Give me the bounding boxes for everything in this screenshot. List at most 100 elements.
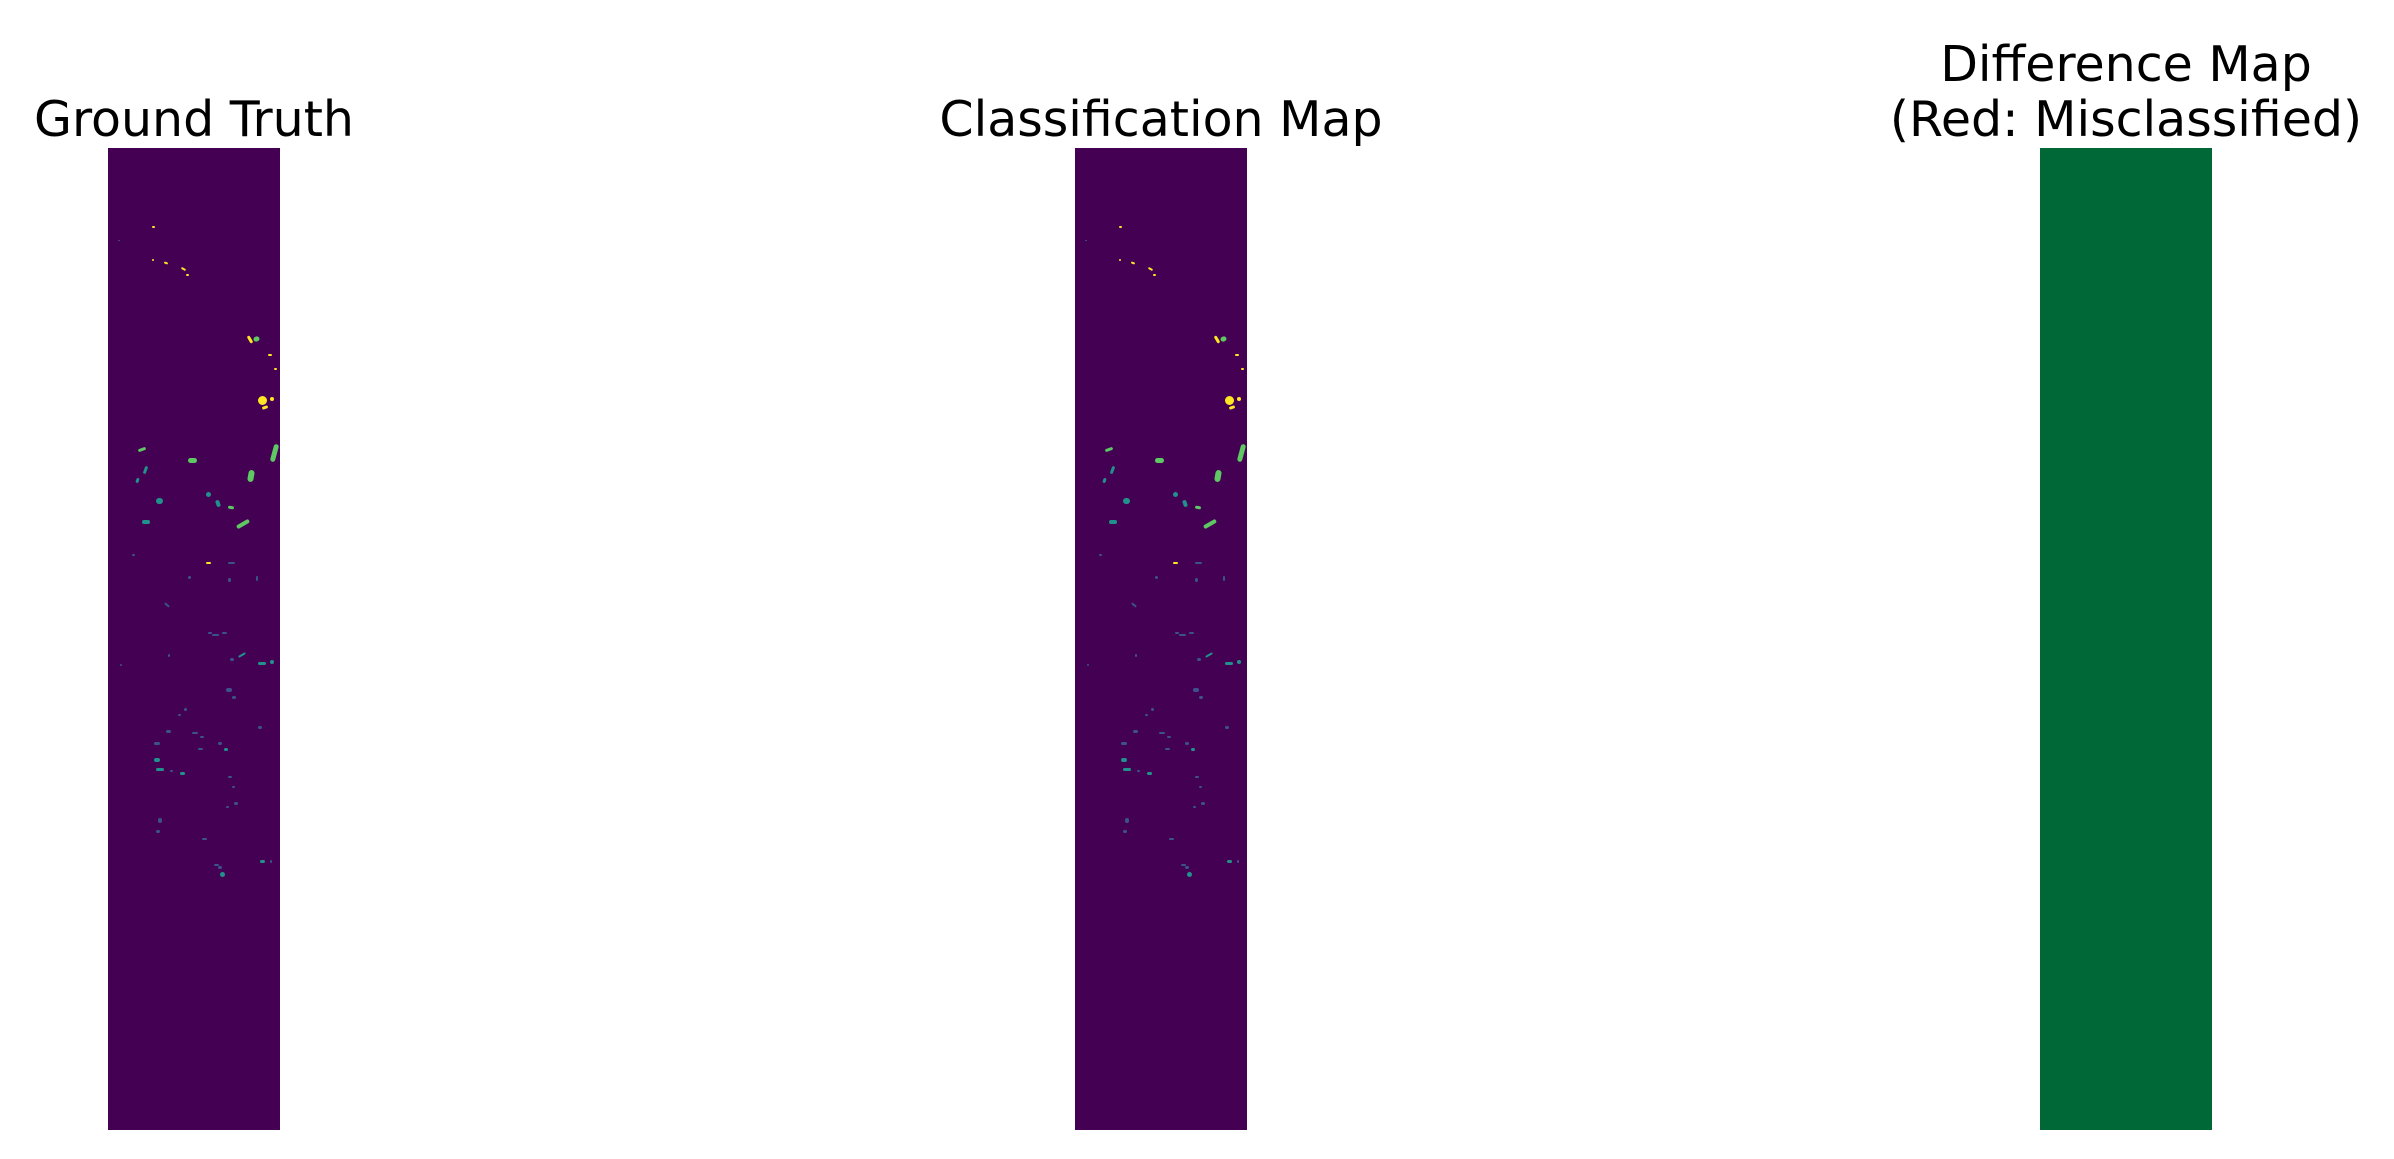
class-patch: [1123, 498, 1130, 504]
class-patch: [1201, 802, 1205, 805]
classification-map-title: Classification Map: [939, 91, 1383, 148]
class-patch: [192, 732, 198, 734]
class-patch: [270, 860, 272, 863]
class-patch: [1199, 696, 1203, 699]
class-patch: [180, 772, 185, 775]
map-background: [1075, 148, 1247, 1130]
class-patch: [1105, 447, 1113, 452]
class-patch: [260, 860, 265, 863]
class-patch: [1175, 632, 1179, 634]
class-patch: [1110, 466, 1115, 474]
class-patch: [274, 368, 277, 370]
class-patch: [1119, 259, 1121, 261]
class-patch: [236, 519, 250, 529]
class-patch: [218, 866, 222, 869]
ground-truth-title: Ground Truth: [33, 91, 354, 148]
difference-map: [2040, 148, 2212, 1130]
class-patch: [1151, 708, 1154, 711]
class-patch: [262, 405, 268, 410]
class-patch: [232, 696, 236, 699]
class-patch: [184, 708, 187, 711]
class-patch: [214, 864, 219, 866]
class-patch: [238, 652, 246, 658]
class-patch: [164, 602, 170, 608]
class-patch: [1123, 768, 1131, 771]
class-patch: [1119, 226, 1122, 228]
class-patch: [1214, 335, 1220, 344]
class-patch: [247, 335, 253, 344]
classification-map-image: [1075, 148, 1247, 1130]
class-patch: [228, 776, 232, 778]
class-patch: [1205, 652, 1213, 658]
class-patch: [1121, 758, 1127, 762]
class-patch: [120, 664, 122, 666]
class-patch: [247, 470, 255, 482]
classification-map-panel: Classification Map: [939, 0, 1383, 1159]
class-patch: [1195, 562, 1202, 564]
class-patch: [1237, 660, 1241, 664]
class-patch: [156, 830, 160, 833]
class-patch: [164, 261, 168, 265]
class-patch: [1102, 478, 1107, 483]
class-patch: [188, 458, 197, 463]
class-patch: [198, 748, 203, 750]
class-patch: [181, 267, 186, 271]
classification-map: [1075, 148, 1247, 1130]
class-patch: [1199, 786, 1202, 788]
class-patch: [1195, 505, 1201, 510]
class-patch: [1099, 554, 1102, 556]
class-patch: [1148, 267, 1153, 271]
class-patch: [186, 274, 189, 276]
class-patch: [224, 748, 228, 751]
class-patch: [1189, 632, 1194, 634]
ground-truth-map-image: [108, 148, 280, 1130]
class-patch: [1153, 274, 1156, 276]
class-patch: [1185, 742, 1189, 745]
class-patch: [228, 578, 231, 582]
difference-map-panel: Difference Map (Red: Misclassified): [1890, 0, 2362, 1159]
class-patch: [158, 818, 162, 823]
class-patch: [142, 520, 150, 524]
class-patch: [1197, 658, 1201, 661]
class-patch: [1191, 748, 1195, 751]
class-patch: [1123, 830, 1127, 833]
class-patch: [206, 562, 211, 564]
difference-fill: [2040, 148, 2212, 1130]
class-patch: [215, 500, 221, 507]
class-patch: [226, 806, 229, 808]
class-patch: [168, 654, 170, 657]
class-patch: [1225, 396, 1234, 405]
class-patch: [228, 505, 234, 510]
class-patch: [1225, 662, 1233, 665]
class-patch: [1187, 872, 1192, 877]
class-patch: [170, 770, 173, 772]
ground-truth-map: [108, 148, 280, 1130]
class-patch: [1173, 562, 1178, 564]
class-patch: [135, 478, 140, 483]
class-patch: [1214, 470, 1222, 482]
class-patch: [1159, 732, 1165, 734]
class-patch: [1225, 726, 1229, 729]
class-patch: [258, 396, 267, 405]
class-patch: [202, 838, 207, 840]
class-patch: [1237, 397, 1241, 401]
class-patch: [1135, 654, 1137, 657]
class-patch: [1169, 838, 1174, 840]
class-patch: [1131, 602, 1137, 608]
class-patch: [1165, 748, 1170, 750]
class-patch: [258, 662, 266, 665]
class-patch: [1237, 860, 1239, 863]
class-patch: [1145, 714, 1148, 716]
class-patch: [258, 726, 262, 729]
class-patch: [1147, 772, 1152, 775]
class-patch: [1195, 578, 1198, 582]
class-patch: [1131, 261, 1135, 265]
class-patch: [1179, 634, 1186, 636]
class-patch: [1121, 742, 1127, 745]
class-patch: [270, 660, 274, 664]
class-patch: [178, 714, 181, 716]
class-patch: [232, 786, 235, 788]
class-patch: [226, 688, 232, 692]
class-patch: [156, 498, 163, 504]
class-patch: [154, 758, 160, 762]
